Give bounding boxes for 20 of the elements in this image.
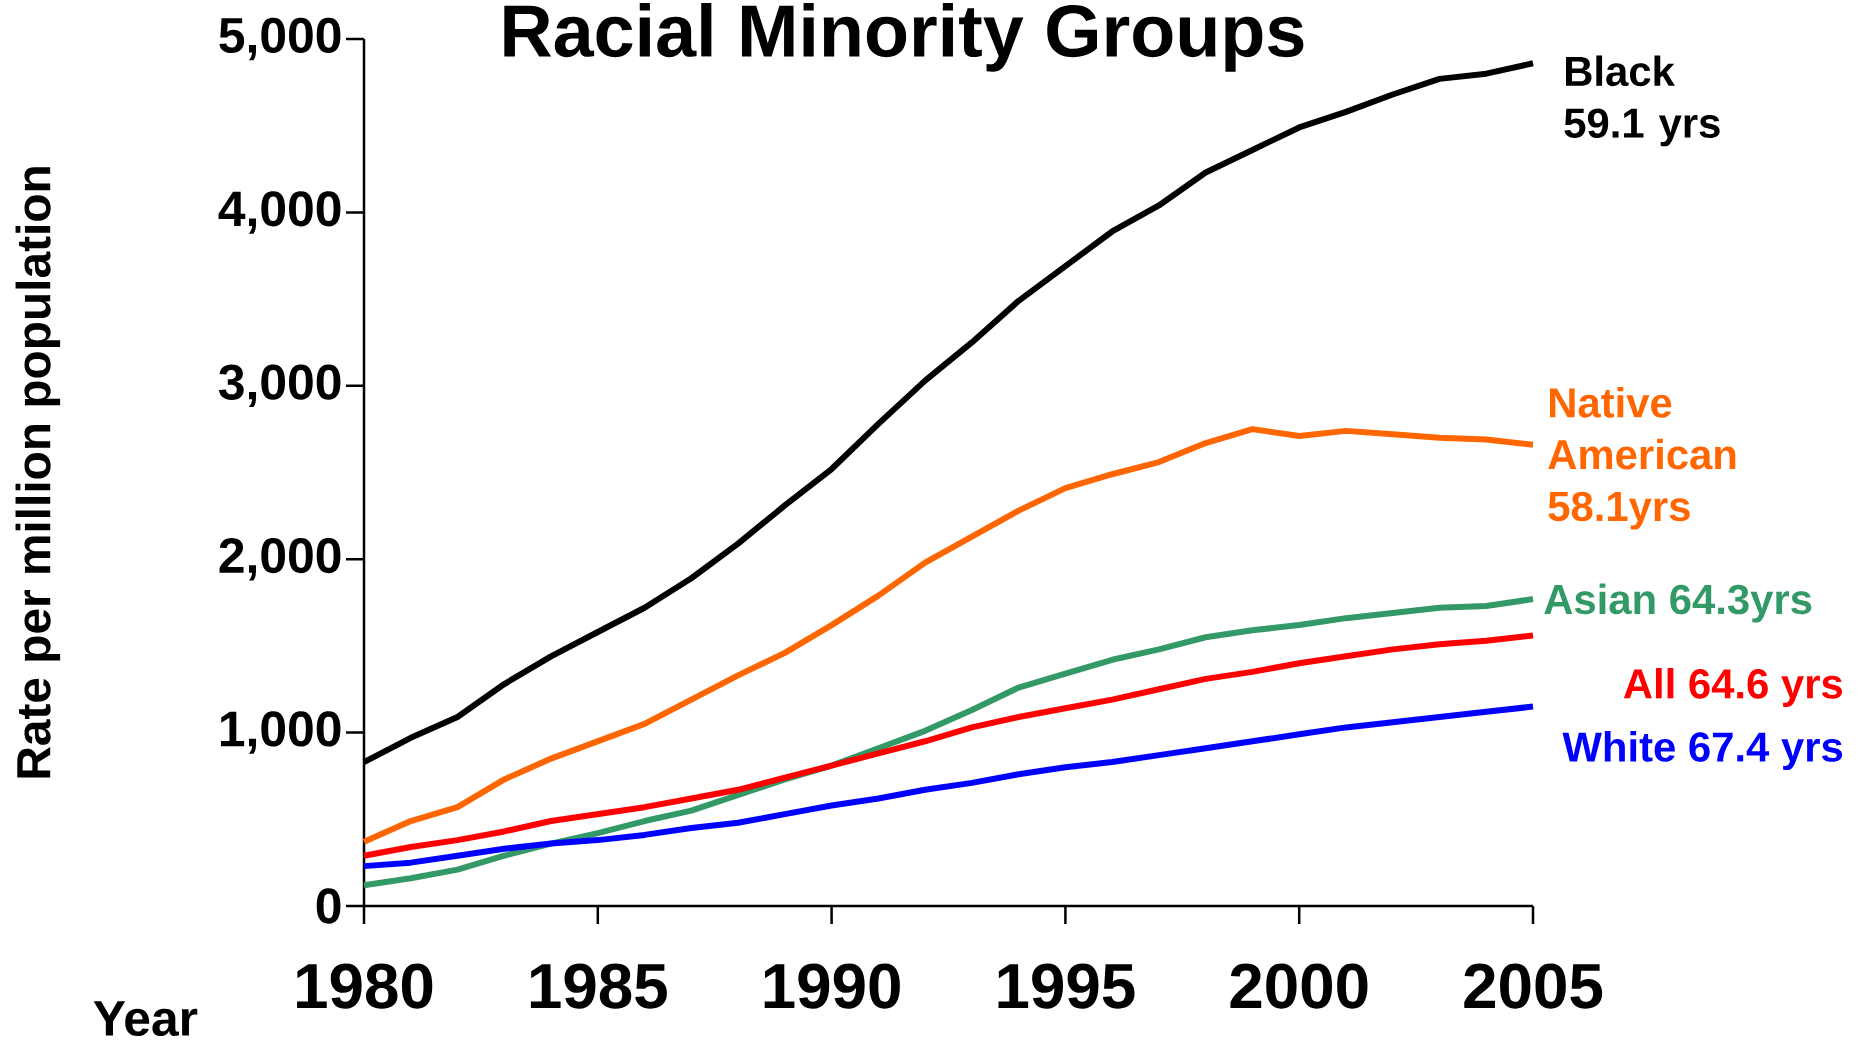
y-tick-label: 5,000	[219, 17, 341, 61]
y-axis-title: Rate per million population	[15, 167, 61, 778]
series-label: White 67.4 yrs	[1562, 731, 1843, 771]
x-tick-label: 1985	[530, 963, 667, 1009]
x-tick-label: 1990	[764, 963, 900, 1009]
x-axis-title: Year	[93, 1001, 198, 1037]
text: All 64.6 yrs	[1623, 667, 1843, 707]
chart-title: Racial Minority Groups	[504, 2, 1304, 72]
y-tick-label: 1,000	[220, 711, 341, 754]
x-tick-label: 1980	[297, 963, 433, 1009]
x-tick-label: 1995	[998, 963, 1135, 1009]
series-label: Black 59.1 yrs	[1564, 55, 1720, 147]
series-label: Native American 58.1yrs	[1548, 386, 1736, 530]
y-tick-label: 4,000	[218, 191, 341, 234]
y-tick-label: 3,000	[218, 364, 341, 408]
y-tick-label: 2,000	[219, 537, 341, 581]
x-tick-label: 2005	[1464, 963, 1603, 1009]
x-tick-label: 2000	[1230, 963, 1368, 1009]
series-label: Asian 64.3yrs	[1544, 583, 1812, 623]
y-tick-label: 0	[316, 888, 341, 924]
